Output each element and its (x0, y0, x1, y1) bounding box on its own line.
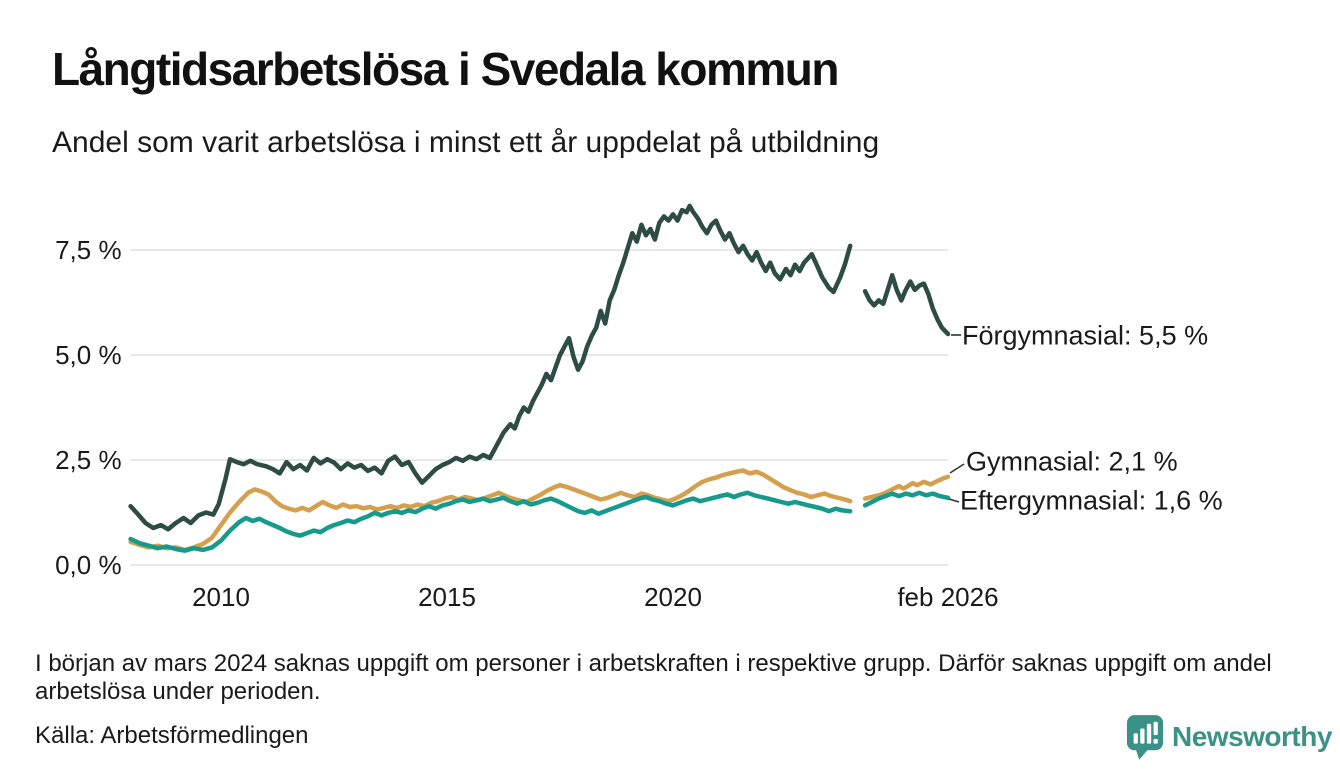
label-leader-gymnasial (949, 463, 965, 474)
x-tick-label: 2010 (192, 582, 250, 612)
series-line-eftergymnasial (128, 490, 853, 553)
series-end-label-eftergymnasial: Eftergymnasial: 1,6 % (960, 485, 1223, 516)
source-credit: Källa: Arbetsförmedlingen (35, 722, 309, 749)
x-tick-label: 2015 (418, 582, 476, 612)
series-end-label-forgymnasial: Förgymnasial: 5,5 % (962, 320, 1209, 351)
y-tick-label: 2,5 % (55, 445, 122, 475)
y-tick-label: 0,0 % (55, 550, 122, 580)
series-line-förgymnasial (862, 272, 951, 337)
series-line-förgymnasial (128, 203, 853, 532)
y-tick-label: 7,5 % (55, 235, 122, 265)
newsworthy-logo-icon (1126, 715, 1164, 760)
chart-subtitle: Andel som varit arbetslösa i minst ett å… (52, 126, 880, 159)
series-end-label-gymnasial: Gymnasial: 2,1 % (966, 446, 1178, 477)
x-tick-label: feb 2026 (897, 582, 998, 612)
series-line-eftergymnasial (862, 490, 951, 508)
label-leader-eftergymnasial (948, 498, 960, 503)
y-tick-label: 5,0 % (55, 340, 122, 370)
x-tick-label: 2020 (644, 582, 702, 612)
footnote: I början av mars 2024 saknas uppgift om … (35, 650, 1272, 705)
newsworthy-logo-text: Newsworthy (1172, 721, 1332, 752)
series-line-gymnasial (862, 474, 951, 501)
series-line-gymnasial (128, 468, 853, 553)
newsworthy-logo: Newsworthy (1126, 714, 1332, 760)
page-title: Långtidsarbetslösa i Svedala kommun (52, 43, 839, 95)
